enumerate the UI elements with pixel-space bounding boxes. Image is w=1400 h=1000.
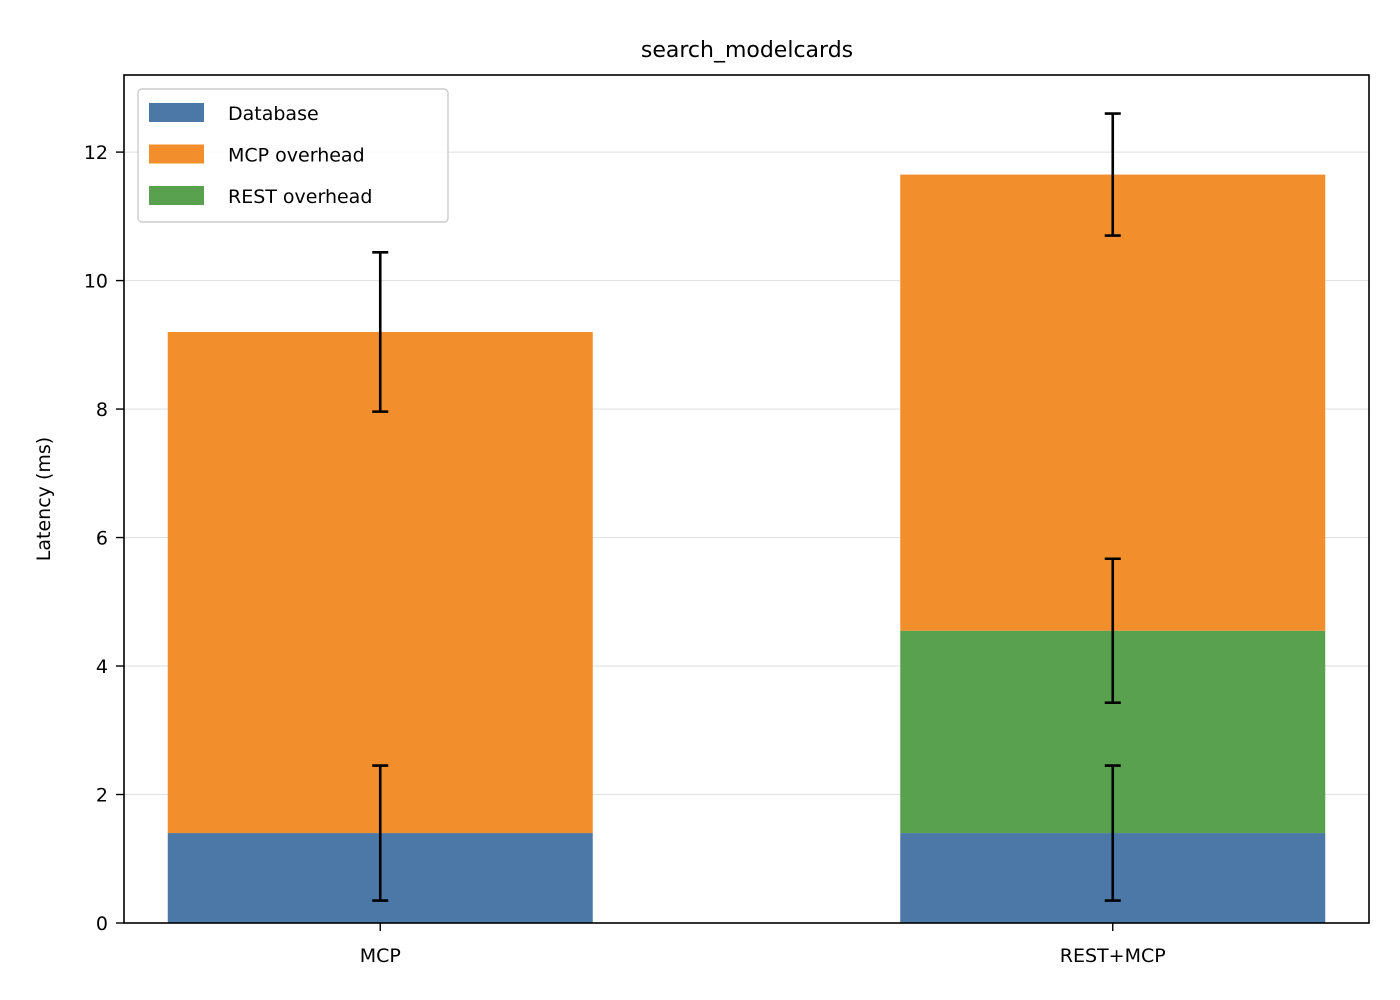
y-tick-label: 2 <box>96 785 108 807</box>
legend[interactable]: Database MCP overhead REST overhead <box>137 88 449 223</box>
chart-title: search_modelcards <box>641 38 853 63</box>
error-bar <box>1104 764 1121 902</box>
y-tick-label: 4 <box>96 656 108 678</box>
legend-swatch-rest-overhead <box>149 186 204 205</box>
error-bar <box>372 251 389 413</box>
legend-swatch-mcp-overhead <box>149 144 204 164</box>
x-tick-label: MCP <box>360 945 401 967</box>
legend-swatch-database <box>149 103 204 122</box>
error-bar <box>1104 112 1121 237</box>
legend-label-database: Database <box>228 103 319 125</box>
legend-label-rest-overhead: REST overhead <box>228 186 372 208</box>
bar-mcp-overhead-mcp <box>167 331 593 834</box>
y-axis-label: Latency (ms) <box>33 437 55 561</box>
y-tick-label: 0 <box>96 913 108 935</box>
x-axis-ticks: MCP REST+MCP <box>360 923 1166 967</box>
y-tick-label: 10 <box>84 271 108 293</box>
error-bar <box>1104 557 1121 704</box>
error-bar <box>372 764 389 902</box>
y-tick-label: 6 <box>96 528 108 550</box>
y-tick-label: 12 <box>84 142 108 164</box>
legend-box <box>137 88 449 223</box>
x-tick-label: REST+MCP <box>1060 945 1166 967</box>
plot-frame <box>123 74 1370 924</box>
bars <box>167 174 1326 923</box>
y-tick-label: 8 <box>96 399 108 421</box>
legend-label-mcp-overhead: MCP overhead <box>228 145 365 167</box>
bar-mcp-overhead-rest-mcp <box>900 174 1326 631</box>
y-axis-ticks: 0 2 4 6 8 10 12 <box>84 142 124 935</box>
error-bars <box>372 112 1121 902</box>
